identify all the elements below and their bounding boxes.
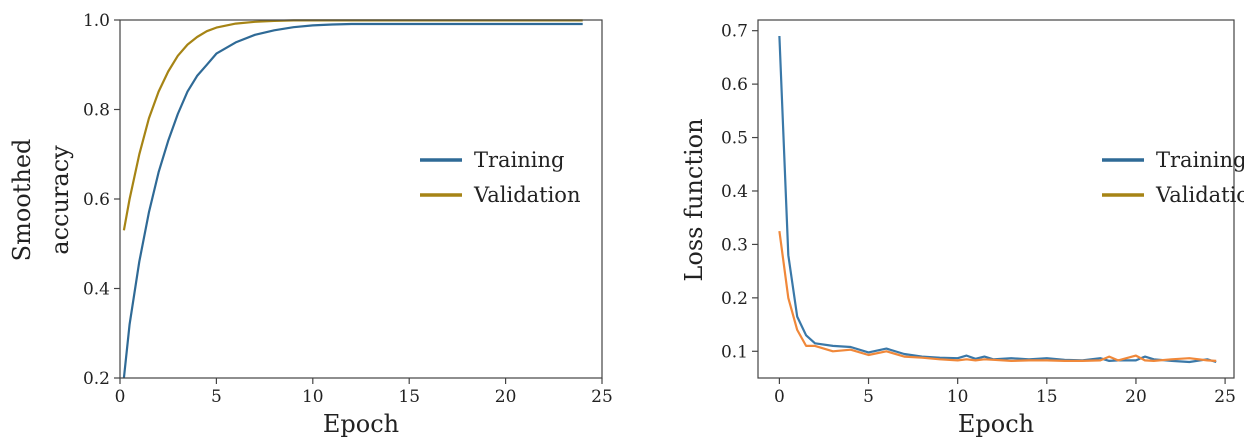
acc-y-tick-label: 0.8 <box>83 101 110 121</box>
loss-legend-label: Validation <box>1155 183 1244 207</box>
loss-y-tick-label: 0.5 <box>721 129 748 149</box>
loss-y-tick-label: 0.3 <box>721 235 748 255</box>
loss-y-tick-label: 0.6 <box>721 75 748 95</box>
acc-y-axis-label: Smoothed <box>8 139 36 262</box>
loss-x-tick-label: 15 <box>1036 387 1058 407</box>
acc-x-tick-label: 10 <box>302 387 324 407</box>
loss-chart-svg: 0 5 10 15 20 25 0.1 0.2 0.3 0.4 0.5 0.6 0.7 Epoch Loss… <box>680 19 1244 438</box>
loss-chart: 0 5 10 15 20 25 0.1 0.2 0.3 0.4 0.5 0.6 0.7 Epoch Loss… <box>622 0 1244 447</box>
acc-x-tick-label: 20 <box>495 387 517 407</box>
acc-x-tick-label: 5 <box>211 387 222 407</box>
acc-x-tick-label: 15 <box>398 387 420 407</box>
acc-legend-label: Training <box>474 148 565 172</box>
acc-x-axis-label: Epoch <box>323 410 399 438</box>
loss-x-tick-label: 25 <box>1214 387 1236 407</box>
acc-y-tick-label: 0.6 <box>83 190 110 210</box>
accuracy-chart: 0 5 10 15 20 25 0.2 0.4 0.6 0.8 1.0 Epoch Smoothed ac… <box>8 11 613 438</box>
loss-x-axis-label: Epoch <box>958 410 1034 438</box>
loss-x-tick-label: 10 <box>947 387 969 407</box>
loss-x-tick-label: 5 <box>863 387 874 407</box>
acc-y-tick-label: 0.4 <box>83 280 110 300</box>
accuracy-chart-svg: 0 5 10 15 20 25 0.2 0.4 0.6 0.8 1.0 Epoch Smoothed ac… <box>8 11 613 438</box>
loss-y-tick-label: 0.4 <box>721 182 748 202</box>
acc-x-tick-label: 0 <box>115 387 126 407</box>
acc-y-tick-label: 1.0 <box>83 11 110 31</box>
loss-x-tick-label: 20 <box>1125 387 1147 407</box>
acc-y-axis-label: accuracy <box>46 145 74 255</box>
acc-legend-label: Validation <box>473 183 580 207</box>
acc-x-tick-label: 25 <box>591 387 613 407</box>
loss-y-tick-label: 0.1 <box>721 342 748 362</box>
loss-x-tick-label: 0 <box>774 387 785 407</box>
loss-legend-label: Training <box>1156 148 1244 172</box>
acc-y-tick-label: 0.2 <box>83 369 110 389</box>
loss-plot-frame <box>757 19 1235 379</box>
loss-y-tick-label: 0.7 <box>721 22 748 42</box>
loss-series-line-1 <box>778 230 1217 362</box>
loss-y-axis-label: Loss function <box>680 118 708 281</box>
loss-y-tick-label: 0.2 <box>721 289 748 309</box>
loss-series-line-0 <box>778 35 1217 364</box>
acc-series-line-0 <box>122 22 583 379</box>
